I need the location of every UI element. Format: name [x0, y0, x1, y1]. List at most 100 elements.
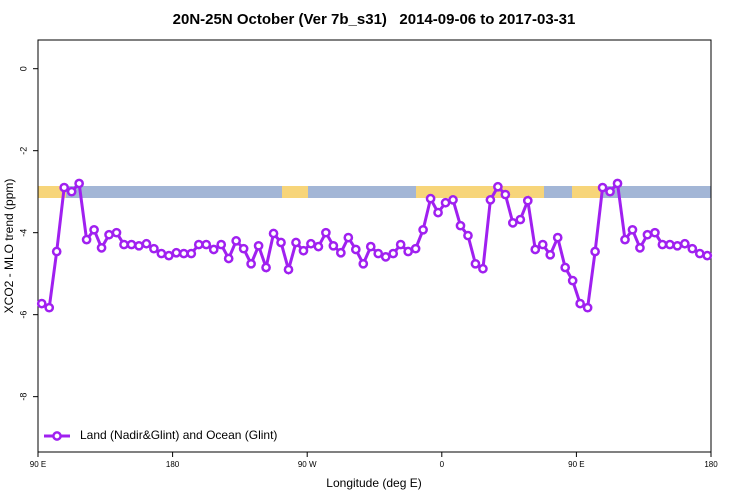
point: [665, 239, 675, 250]
point: [89, 224, 99, 235]
y-tick-label: -8: [18, 393, 28, 401]
x-tick-label: 180: [166, 460, 180, 469]
y-tick-label: -4: [18, 229, 28, 237]
point: [104, 229, 114, 240]
point: [642, 229, 653, 240]
point: [246, 258, 256, 269]
point: [223, 253, 234, 264]
point: [261, 262, 271, 273]
land-band: [282, 186, 308, 198]
land-band: [38, 186, 66, 198]
x-tick-label: 90 W: [298, 460, 317, 469]
point: [694, 248, 705, 259]
legend-item: Land (Nadir&Glint) and Ocean (Glint): [44, 428, 277, 442]
point: [81, 234, 92, 245]
point: [208, 244, 219, 255]
point: [126, 239, 137, 250]
point: [410, 243, 421, 254]
x-tick-label: 90 E: [30, 460, 46, 469]
point: [679, 238, 690, 249]
point: [575, 298, 585, 309]
point: [238, 243, 249, 254]
land-band: [416, 186, 544, 198]
point: [164, 250, 174, 261]
y-tick-label: 0: [18, 66, 28, 71]
plot-frame: [37, 39, 712, 453]
point: [395, 239, 406, 250]
point: [178, 248, 189, 259]
point: [657, 239, 668, 250]
point: [44, 302, 55, 313]
point: [418, 224, 428, 235]
point: [171, 247, 182, 258]
point: [231, 236, 242, 246]
y-tick-label: -2: [18, 147, 28, 155]
point: [141, 238, 152, 249]
point: [358, 258, 369, 269]
point: [201, 239, 212, 250]
point: [552, 232, 563, 243]
point: [51, 246, 62, 257]
point: [500, 189, 511, 200]
point: [298, 245, 309, 256]
point: [597, 182, 608, 193]
point: [253, 240, 264, 251]
point: [425, 193, 436, 204]
point: [111, 227, 122, 238]
point: [522, 195, 533, 206]
point: [149, 243, 159, 254]
point: [66, 186, 77, 197]
legend-marker: [52, 431, 62, 441]
point: [433, 207, 443, 218]
point: [186, 248, 197, 259]
point: [605, 186, 615, 197]
point: [560, 262, 571, 273]
point: [336, 247, 346, 258]
point: [216, 239, 227, 250]
point: [507, 217, 518, 228]
point: [96, 242, 107, 253]
land-band: [572, 186, 602, 198]
point: [403, 246, 413, 257]
point: [313, 241, 324, 252]
chart-title: 20N-25N October (Ver 7b_s31) 2014-09-06 …: [173, 11, 576, 28]
point: [650, 227, 660, 238]
point: [478, 263, 488, 274]
surface-band: [38, 186, 711, 198]
point: [537, 239, 548, 250]
point: [119, 239, 129, 250]
x-tick-label: 90 E: [568, 460, 584, 469]
y-axis-label: XCO2 - MLO trend (ppm): [2, 179, 16, 314]
point: [328, 240, 339, 251]
point: [380, 252, 391, 262]
point: [365, 241, 376, 252]
point: [590, 246, 600, 257]
y-tick-label: -6: [18, 311, 28, 319]
x-tick-label: 180: [704, 460, 718, 469]
point: [470, 258, 481, 269]
point: [485, 195, 496, 205]
point: [343, 232, 354, 243]
point: [515, 214, 526, 225]
point: [620, 234, 630, 245]
point: [582, 302, 593, 313]
point: [156, 248, 167, 259]
point: [672, 240, 683, 251]
x-axis-label: Longitude (deg E): [326, 476, 421, 490]
point: [283, 264, 294, 275]
point: [530, 244, 541, 255]
point: [134, 240, 144, 251]
point: [388, 248, 399, 259]
point: [687, 243, 698, 254]
point: [493, 181, 503, 192]
point: [291, 237, 301, 248]
point: [440, 197, 451, 208]
point: [268, 228, 279, 239]
point: [321, 227, 331, 238]
point: [545, 249, 556, 260]
point: [702, 250, 713, 261]
point: [36, 298, 47, 309]
point: [373, 248, 384, 259]
